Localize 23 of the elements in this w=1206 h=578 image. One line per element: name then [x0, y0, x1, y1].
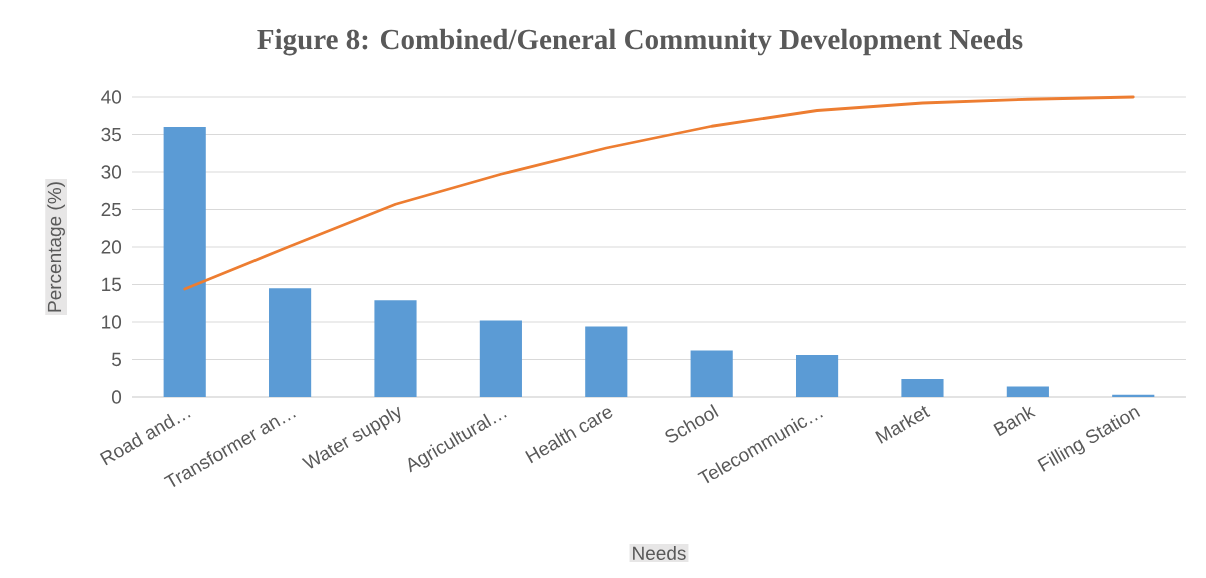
y-tick-label: 35	[101, 127, 121, 142]
bar	[163, 127, 206, 397]
bar	[795, 355, 839, 397]
y-tick-label: 20	[101, 240, 122, 254]
bar	[1006, 386, 1049, 397]
y-tick-label: 5	[112, 352, 121, 367]
bar	[269, 288, 312, 397]
bar	[690, 350, 733, 397]
chart-title: Figure 8: Combined/General Community Development Needs	[257, 28, 1023, 56]
bar	[901, 379, 944, 397]
y-tick-label: 40	[101, 90, 122, 104]
y-tick-label: 0	[111, 390, 122, 404]
bar	[479, 320, 522, 397]
y-tick-label: 30	[101, 165, 122, 179]
x-tick-label: Bank	[993, 406, 1036, 437]
y-tick-label: 10	[102, 315, 122, 329]
bar	[374, 300, 417, 397]
y-axis-title: Percentage (%)	[47, 182, 65, 312]
bar	[585, 326, 628, 397]
y-tick-label: 25	[101, 202, 121, 217]
line-series	[183, 95, 1135, 291]
x-axis-title: Needs	[633, 546, 686, 560]
y-tick-label: 15	[102, 277, 121, 292]
